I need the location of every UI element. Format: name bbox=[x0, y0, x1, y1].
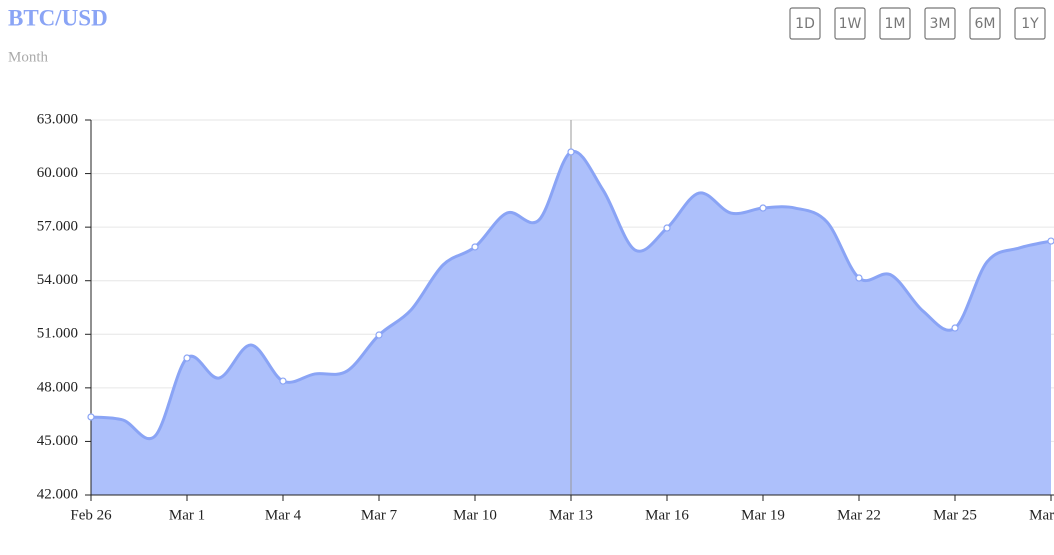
range-button[interactable]: 6M bbox=[969, 7, 1001, 40]
point bbox=[279, 377, 287, 385]
point bbox=[567, 148, 575, 156]
y-tick-label: 42.000 bbox=[37, 486, 78, 502]
button-label[interactable]: 1Y bbox=[1021, 16, 1039, 32]
button-label[interactable]: 3M bbox=[930, 16, 951, 32]
x-tick-label: Mar 10 bbox=[453, 507, 497, 523]
x-tick-label: Mar 22 bbox=[837, 507, 881, 523]
x-tick-label: Mar 7 bbox=[361, 507, 398, 523]
y-tick-label: 54.000 bbox=[37, 272, 78, 288]
chart-title: BTC/USD bbox=[8, 5, 108, 30]
y-tick-label: 60.000 bbox=[37, 165, 78, 181]
x-tick-label: Mar 19 bbox=[741, 507, 785, 523]
point bbox=[375, 331, 383, 339]
y-tick-label: 45.000 bbox=[37, 433, 78, 449]
y-tick-label: 63.000 bbox=[37, 111, 78, 127]
x-tick-label: Mar 13 bbox=[549, 507, 593, 523]
chart-subtitle: Month bbox=[8, 49, 49, 65]
range-button[interactable]: 1Y bbox=[1014, 7, 1046, 40]
button-label[interactable]: 1W bbox=[839, 16, 862, 32]
button-box[interactable] bbox=[969, 7, 1001, 40]
button-label[interactable]: 1D bbox=[795, 16, 815, 32]
point bbox=[471, 243, 479, 251]
range-button[interactable]: 1M bbox=[879, 7, 911, 40]
point bbox=[87, 413, 95, 421]
y-tick-label: 48.000 bbox=[37, 379, 78, 395]
point bbox=[183, 354, 191, 362]
button-box[interactable] bbox=[924, 7, 956, 40]
x-tick-label: Mar 4 bbox=[265, 507, 302, 523]
x-tick-label: Mar 28 bbox=[1029, 507, 1054, 523]
x-tick-label: Feb 26 bbox=[70, 507, 112, 523]
x-tick-label: Mar 25 bbox=[933, 507, 977, 523]
button-box[interactable] bbox=[789, 7, 821, 40]
x-tick-label: Mar 16 bbox=[645, 507, 689, 523]
button-box[interactable] bbox=[834, 7, 866, 40]
y-tick-label: 57.000 bbox=[37, 219, 78, 235]
range-button[interactable]: 1W bbox=[834, 7, 866, 40]
button-box[interactable] bbox=[1014, 7, 1046, 40]
point bbox=[951, 324, 959, 332]
button-label[interactable]: 6M bbox=[975, 16, 996, 32]
button-box[interactable] bbox=[879, 7, 911, 40]
point bbox=[759, 204, 767, 212]
y-tick-label: 51.000 bbox=[37, 326, 78, 342]
point bbox=[1047, 237, 1054, 245]
point bbox=[855, 274, 863, 282]
button-label[interactable]: 1M bbox=[885, 16, 906, 32]
range-button[interactable]: 3M bbox=[924, 7, 956, 40]
point bbox=[663, 224, 671, 232]
range-button[interactable]: 1D bbox=[789, 7, 821, 40]
x-tick-label: Mar 1 bbox=[169, 507, 205, 523]
